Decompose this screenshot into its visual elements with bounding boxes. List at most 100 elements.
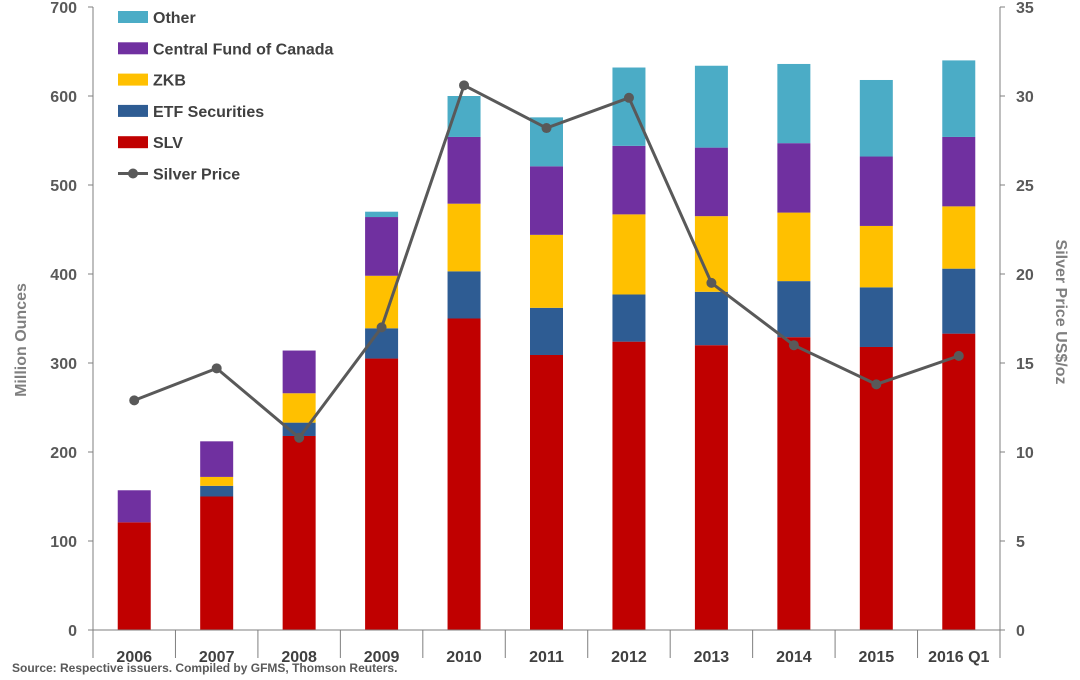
bar-slv-2007 — [200, 496, 234, 630]
y-tick-label: 100 — [50, 534, 77, 551]
silver-price-point-2012 — [623, 92, 634, 103]
x-tick-label: 2012 — [611, 649, 647, 666]
bar-other-2016-q1 — [942, 60, 976, 137]
x-tick-label: 2009 — [364, 649, 400, 666]
legend-swatch-central-fund-of-canada — [118, 42, 148, 55]
bar-slv-2014 — [777, 337, 811, 630]
bar-zkb-2011 — [530, 234, 563, 308]
x-tick-label: 2006 — [116, 649, 152, 666]
bar-zkb-2009 — [365, 275, 399, 329]
bar-zkb-2012 — [612, 214, 646, 295]
bar-etf-securities-2016-q1 — [942, 268, 976, 334]
y-tick-label: 600 — [50, 89, 77, 106]
x-tick-label: 2016 Q1 — [928, 649, 989, 666]
axes-layer — [92, 7, 1001, 631]
silver-price-point-2015 — [871, 379, 882, 390]
x-tick-label: 2013 — [694, 649, 730, 666]
bar-etf-securities-2013 — [694, 291, 728, 346]
silver-price-point-2014 — [788, 340, 799, 351]
bar-zkb-2007 — [200, 476, 234, 486]
bar-slv-2012 — [612, 341, 646, 630]
silver-price-point-2016-q1 — [953, 350, 964, 361]
silver-price-point-2010 — [459, 80, 470, 91]
bar-etf-securities-2011 — [530, 307, 563, 355]
y2-tick-label: 20 — [1016, 267, 1034, 284]
bar-slv-2010 — [447, 318, 481, 630]
silver-price-point-2006 — [129, 395, 140, 406]
silver-price-point-2011 — [541, 123, 552, 134]
bar-zkb-2008 — [282, 393, 316, 423]
bar-zkb-2016-q1 — [942, 206, 976, 269]
legend-swatch-etf-securities — [118, 104, 148, 117]
legend-label-zkb: ZKB — [153, 73, 186, 90]
x-tick-label: 2010 — [446, 649, 482, 666]
bar-other-2015 — [859, 79, 893, 157]
bar-central-fund-of-canada-2006 — [117, 490, 151, 523]
legend-swatch-zkb — [118, 73, 148, 86]
legend-label-slv: SLV — [153, 135, 183, 152]
bar-other-2009 — [365, 211, 399, 218]
bar-central-fund-of-canada-2012 — [612, 145, 646, 215]
x-tick-label: 2014 — [776, 649, 812, 666]
bar-etf-securities-2015 — [859, 287, 893, 347]
bars-layer — [117, 60, 976, 630]
legend-label-etf-securities: ETF Securities — [153, 104, 264, 121]
bar-slv-2008 — [282, 435, 316, 630]
ticks-layer: 0 100 200 300 400 500 600 700 0 5 10 15 20 25 30 35 2006… — [50, 0, 1034, 666]
bar-slv-2013 — [694, 345, 728, 630]
y2-axis-title: Silver Price US$/oz — [1052, 240, 1069, 385]
legend-swatch-other — [118, 11, 148, 23]
bar-central-fund-of-canada-2015 — [859, 156, 893, 226]
silver-price-point-2008 — [294, 432, 305, 443]
y2-tick-label: 35 — [1016, 0, 1034, 17]
bar-other-2013 — [694, 65, 728, 148]
bar-zkb-2010 — [447, 203, 481, 272]
y2-tick-label: 5 — [1016, 534, 1025, 551]
y2-tick-label: 0 — [1016, 623, 1025, 640]
legend: Other Central Fund of Canada ZKB ETF Securi… — [118, 10, 334, 184]
bar-slv-2006 — [117, 522, 151, 630]
silver-price-point-2009 — [376, 322, 387, 333]
y-tick-label: 400 — [50, 267, 77, 284]
y2-tick-label: 10 — [1016, 445, 1034, 462]
bar-other-2012 — [612, 67, 646, 146]
y-tick-label: 200 — [50, 445, 77, 462]
y2-tick-label: 30 — [1016, 89, 1034, 106]
bar-etf-securities-2007 — [200, 485, 234, 497]
x-tick-label: 2007 — [199, 649, 235, 666]
y2-tick-label: 15 — [1016, 356, 1034, 373]
bar-central-fund-of-canada-2008 — [282, 350, 316, 394]
bar-other-2014 — [777, 63, 811, 144]
x-tick-label: 2008 — [281, 649, 317, 666]
bar-etf-securities-2012 — [612, 294, 646, 342]
bar-slv-2011 — [530, 354, 563, 630]
bar-etf-securities-2010 — [447, 271, 481, 319]
y-tick-label: 0 — [68, 623, 77, 640]
silver-price-line-layer — [129, 80, 964, 443]
y-tick-label: 300 — [50, 356, 77, 373]
x-tick-label: 2011 — [529, 649, 564, 666]
y-tick-label: 500 — [50, 178, 77, 195]
silver-price-point-2013 — [706, 277, 717, 288]
y-tick-label: 700 — [50, 0, 77, 17]
bar-zkb-2015 — [859, 225, 893, 288]
legend-label-silver-price: Silver Price — [153, 167, 240, 184]
bar-slv-2016-q1 — [942, 333, 976, 630]
y-axis-title: Million Ounces — [13, 283, 30, 397]
silver-price-point-2007 — [211, 363, 222, 374]
legend-label-other: Other — [153, 10, 196, 27]
bar-slv-2009 — [365, 358, 399, 630]
bar-central-fund-of-canada-2013 — [694, 147, 728, 217]
y2-tick-label: 25 — [1016, 178, 1034, 195]
bar-zkb-2014 — [777, 212, 811, 282]
bar-central-fund-of-canada-2010 — [447, 136, 481, 204]
x-tick-label: 2015 — [859, 649, 895, 666]
source-note: Source: Respective issuers. Compiled by … — [12, 661, 397, 675]
legend-label-central-fund-of-canada: Central Fund of Canada — [153, 41, 334, 58]
legend-swatch-slv — [118, 136, 148, 149]
bar-slv-2015 — [859, 346, 893, 630]
bar-central-fund-of-canada-2011 — [530, 166, 563, 235]
bar-etf-securities-2014 — [777, 281, 811, 338]
